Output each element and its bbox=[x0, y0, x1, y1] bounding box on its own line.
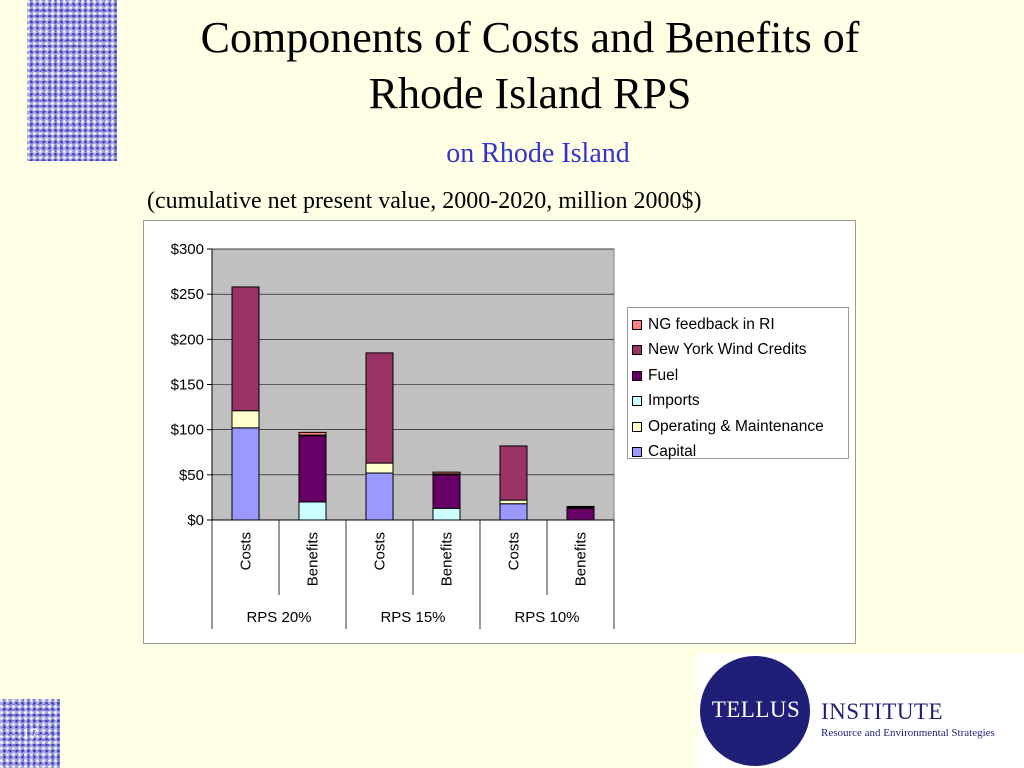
legend-item: Capital bbox=[632, 440, 848, 466]
bar-segment-capital bbox=[499, 503, 528, 521]
y-tick-label: $100 bbox=[171, 422, 204, 439]
bar-segment-operating-maintenance bbox=[231, 410, 260, 429]
legend-label: Imports bbox=[648, 392, 700, 410]
legend-item: New York Wind Credits bbox=[632, 338, 848, 364]
slide-title-line-2: Rhode Island RPS bbox=[368, 69, 692, 118]
chart-area: $0 $50 $100 $150 $200 $250 $300 Costs Benefits Co… bbox=[143, 220, 856, 644]
slide-title: Components of Costs and Benefits of Rhod… bbox=[120, 10, 940, 122]
logo-name-left: TELLUS bbox=[711, 697, 801, 722]
bar-segment-ng-feedback-in-ri bbox=[298, 431, 327, 436]
x-category-label: Costs bbox=[506, 532, 523, 570]
legend-item: NG feedback in RI bbox=[632, 312, 848, 338]
legend-item: Imports bbox=[632, 389, 848, 415]
bar-segment-imports bbox=[432, 507, 461, 521]
decorative-pattern-top bbox=[27, 0, 117, 161]
chart-note: (cumulative net present value, 2000-2020… bbox=[147, 188, 702, 214]
bar-segment-new-york-wind-credits bbox=[231, 286, 260, 412]
bar-segment-imports bbox=[298, 501, 327, 521]
x-category-label: Benefits bbox=[439, 532, 456, 586]
bar-segment-new-york-wind-credits bbox=[499, 445, 528, 501]
legend-label: NG feedback in RI bbox=[648, 315, 775, 333]
x-group-label: RPS 15% bbox=[380, 609, 445, 626]
bar-segment-ng-feedback-in-ri bbox=[566, 505, 595, 508]
y-tick-label: $200 bbox=[171, 331, 204, 348]
legend-label: Fuel bbox=[648, 366, 679, 384]
legend-label: New York Wind Credits bbox=[648, 341, 807, 359]
y-tick-label: $300 bbox=[171, 241, 204, 258]
y-tick-label: $50 bbox=[179, 467, 204, 484]
x-group-label: RPS 10% bbox=[514, 609, 579, 626]
bar-segment-fuel bbox=[432, 474, 461, 509]
legend-swatch bbox=[632, 421, 642, 432]
bar-segment-operating-maintenance bbox=[499, 499, 528, 505]
bar-segment-operating-maintenance bbox=[365, 462, 394, 474]
logo-name-right: INSTITUTE bbox=[821, 699, 944, 724]
slide-title-line-1: Components of Costs and Benefits of bbox=[200, 13, 860, 62]
x-category-label: Costs bbox=[372, 532, 389, 570]
legend-swatch bbox=[632, 447, 642, 458]
y-tick-label: $150 bbox=[171, 377, 204, 394]
legend-item: Operating & Maintenance bbox=[632, 414, 848, 440]
bar-segment-fuel bbox=[298, 435, 327, 503]
y-tick-label: $250 bbox=[171, 286, 204, 303]
bar-segment-fuel bbox=[566, 507, 595, 521]
legend-label: Operating & Maintenance bbox=[648, 417, 824, 435]
legend-item: Fuel bbox=[632, 363, 848, 389]
logo-circle bbox=[700, 656, 810, 766]
x-group-label: RPS 20% bbox=[246, 609, 311, 626]
legend-swatch bbox=[632, 370, 642, 381]
bar-segment-ng-feedback-in-ri bbox=[432, 471, 461, 475]
decorative-pattern-bottom bbox=[0, 699, 60, 768]
legend-label: Capital bbox=[648, 443, 697, 461]
x-category-label: Benefits bbox=[305, 532, 322, 586]
x-category-label: Costs bbox=[238, 532, 255, 570]
bar-segment-capital bbox=[365, 472, 394, 521]
stacked-bar-chart: $0 $50 $100 $150 $200 $250 $300 Costs Benefits Co… bbox=[171, 241, 615, 629]
tellus-institute-logo: TELLUS INSTITUTE Resource and Environmen… bbox=[697, 654, 1024, 768]
chart-subtitle: on Rhode Island bbox=[446, 138, 630, 169]
slide-number: 17 bbox=[22, 726, 38, 743]
x-category-label: Benefits bbox=[573, 532, 590, 586]
y-tick-label: $0 bbox=[187, 512, 204, 529]
legend-swatch bbox=[632, 396, 642, 407]
legend-swatch bbox=[632, 319, 642, 330]
bar-segment-capital bbox=[231, 427, 260, 521]
logo-tagline: Resource and Environmental Strategies bbox=[821, 727, 995, 739]
bar-segment-new-york-wind-credits bbox=[365, 352, 394, 464]
legend-swatch bbox=[632, 345, 642, 356]
chart-legend: NG feedback in RI New York Wind Credits Fu… bbox=[627, 307, 849, 460]
